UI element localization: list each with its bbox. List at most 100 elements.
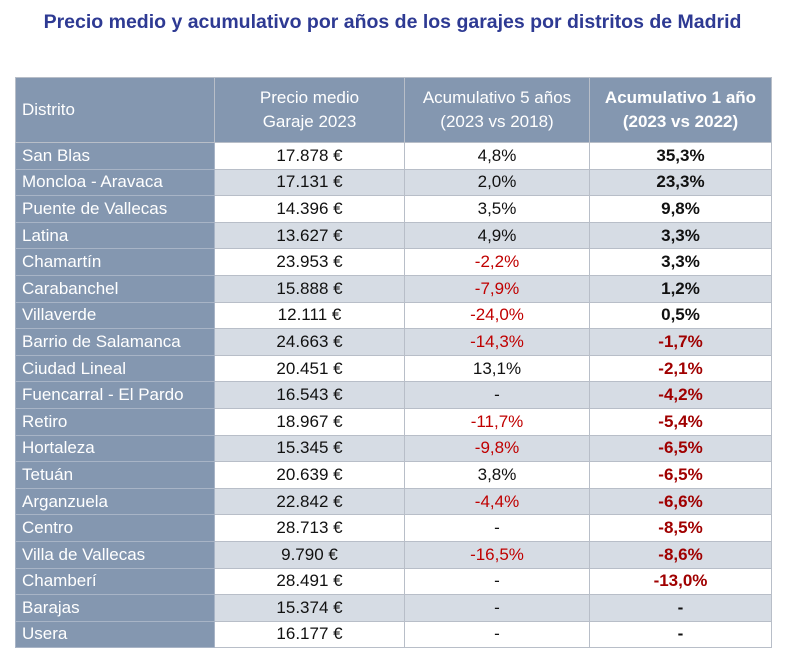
table-row: Villaverde 12.111 € -24,0% 0,5% — [15, 301, 772, 330]
cumulative-5y-cell: 4,8% — [404, 142, 590, 170]
cumulative-5y-cell: 3,5% — [404, 195, 590, 223]
cumulative-1y-cell: -13,0% — [589, 567, 772, 596]
price-cell: 17.131 € — [214, 168, 405, 197]
cumulative-1y-cell: -2,1% — [589, 354, 772, 383]
table-row: Puente de Vallecas 14.396 €3,5% 9,8% — [15, 195, 772, 223]
cumulative-5y-cell: -11,7% — [404, 407, 590, 436]
cumulative-1y-cell: -6,5% — [589, 434, 772, 463]
district-cell: Barrio de Salamanca — [15, 328, 215, 356]
cumulative-1y-cell: 9,8% — [589, 195, 772, 223]
cumulative-5y-cell: - — [404, 514, 590, 542]
table-row: Centro 28.713 € - -8,5% — [15, 514, 772, 542]
cumulative-5y-cell: 4,9% — [404, 221, 590, 250]
header-row: Distrito Precio medio Garaje 2023 Acumul… — [15, 77, 772, 143]
table-row: Retiro 18.967 € -11,7% -5,4% — [15, 407, 772, 436]
table-row: San Blas 17.878 €4,8% 35,3% — [15, 142, 772, 170]
cumulative-1y-cell: - — [589, 594, 772, 622]
table-row: Arganzuela 22.842 € -4,4% -6,6% — [15, 487, 772, 516]
price-cell: 20.451 € — [214, 354, 405, 383]
district-cell: Chamberí — [15, 567, 215, 596]
header-5-anos: Acumulativo 5 años (2023 vs 2018) — [404, 77, 590, 143]
price-cell: 15.345 € — [214, 434, 405, 463]
cumulative-5y-cell: - — [404, 620, 590, 649]
cumulative-5y-cell: - — [404, 381, 590, 409]
district-cell: Tetuán — [15, 461, 215, 489]
district-cell: Villa de Vallecas — [15, 540, 215, 569]
district-cell: Fuencarral - El Pardo — [15, 381, 215, 409]
cumulative-5y-cell: -24,0% — [404, 301, 590, 330]
table-row: Tetuán 20.639 €3,8% -6,5% — [15, 461, 772, 489]
cumulative-1y-cell: -6,6% — [589, 487, 772, 516]
table-row: Fuencarral - El Pardo 16.543 € - -4,2% — [15, 381, 772, 409]
price-cell: 14.396 € — [214, 195, 405, 223]
price-cell: 17.878 € — [214, 142, 405, 170]
district-cell: Retiro — [15, 407, 215, 436]
table-row: Chamberí 28.491 € - -13,0% — [15, 567, 772, 596]
district-cell: Ciudad Lineal — [15, 354, 215, 383]
cumulative-5y-cell: 3,8% — [404, 461, 590, 489]
price-cell: 9.790 € — [214, 540, 405, 569]
table-row: Carabanchel 15.888 € -7,9% 1,2% — [15, 274, 772, 303]
table-row: Moncloa - Aravaca 17.131 €2,0% 23,3% — [15, 168, 772, 197]
cumulative-5y-cell: - — [404, 567, 590, 596]
cumulative-5y-cell: 2,0% — [404, 168, 590, 197]
price-cell: 24.663 € — [214, 328, 405, 356]
table-row: Usera 16.177 € - - — [15, 620, 772, 649]
header-distrito: Distrito — [15, 77, 215, 143]
cumulative-5y-cell: - — [404, 594, 590, 622]
district-cell: Villaverde — [15, 301, 215, 330]
cumulative-1y-cell: -1,7% — [589, 328, 772, 356]
price-cell: 16.177 € — [214, 620, 405, 649]
cumulative-5y-cell: -9,8% — [404, 434, 590, 463]
price-cell: 28.713 € — [214, 514, 405, 542]
header-1-ano: Acumulativo 1 año (2023 vs 2022) — [589, 77, 772, 143]
cumulative-1y-cell: 1,2% — [589, 274, 772, 303]
header-precio: Precio medio Garaje 2023 — [214, 77, 405, 143]
price-cell: 20.639 € — [214, 461, 405, 489]
district-cell: Puente de Vallecas — [15, 195, 215, 223]
garage-price-table: Distrito Precio medio Garaje 2023 Acumul… — [15, 77, 772, 649]
table-title: Precio medio y acumulativo por años de l… — [43, 11, 742, 33]
cumulative-1y-cell: -6,5% — [589, 461, 772, 489]
district-cell: Arganzuela — [15, 487, 215, 516]
district-cell: Usera — [15, 620, 215, 649]
price-cell: 15.888 € — [214, 274, 405, 303]
table-row: Chamartín 23.953 € -2,2% 3,3% — [15, 248, 772, 276]
price-cell: 15.374 € — [214, 594, 405, 622]
district-cell: San Blas — [15, 142, 215, 170]
price-cell: 13.627 € — [214, 221, 405, 250]
table-row: Villa de Vallecas 9.790 € -16,5% -8,6% — [15, 540, 772, 569]
cumulative-1y-cell: 3,3% — [589, 248, 772, 276]
cumulative-1y-cell: -5,4% — [589, 407, 772, 436]
table-row: Ciudad Lineal 20.451 €13,1% -2,1% — [15, 354, 772, 383]
cumulative-1y-cell: 3,3% — [589, 221, 772, 250]
cumulative-5y-cell: 13,1% — [404, 354, 590, 383]
cumulative-1y-cell: 35,3% — [589, 142, 772, 170]
district-cell: Barajas — [15, 594, 215, 622]
price-cell: 16.543 € — [214, 381, 405, 409]
cumulative-1y-cell: 23,3% — [589, 168, 772, 197]
cumulative-5y-cell: -4,4% — [404, 487, 590, 516]
price-cell: 23.953 € — [214, 248, 405, 276]
table-row: Hortaleza 15.345 € -9,8% -6,5% — [15, 434, 772, 463]
table-row: Barrio de Salamanca 24.663 € -14,3% -1,7% — [15, 328, 772, 356]
cumulative-1y-cell: -8,5% — [589, 514, 772, 542]
cumulative-1y-cell: -4,2% — [589, 381, 772, 409]
price-cell: 18.967 € — [214, 407, 405, 436]
table-row: Latina 13.627 €4,9% 3,3% — [15, 221, 772, 250]
district-cell: Chamartín — [15, 248, 215, 276]
cumulative-5y-cell: -14,3% — [404, 328, 590, 356]
district-cell: Latina — [15, 221, 215, 250]
district-cell: Hortaleza — [15, 434, 215, 463]
price-cell: 28.491 € — [214, 567, 405, 596]
price-cell: 22.842 € — [214, 487, 405, 516]
cumulative-5y-cell: -2,2% — [404, 248, 590, 276]
cumulative-1y-cell: - — [589, 620, 772, 649]
table-row: Barajas 15.374 € - - — [15, 594, 772, 622]
cumulative-1y-cell: -8,6% — [589, 540, 772, 569]
price-cell: 12.111 € — [214, 301, 405, 330]
cumulative-5y-cell: -16,5% — [404, 540, 590, 569]
district-cell: Moncloa - Aravaca — [15, 168, 215, 197]
cumulative-5y-cell: -7,9% — [404, 274, 590, 303]
district-cell: Centro — [15, 514, 215, 542]
